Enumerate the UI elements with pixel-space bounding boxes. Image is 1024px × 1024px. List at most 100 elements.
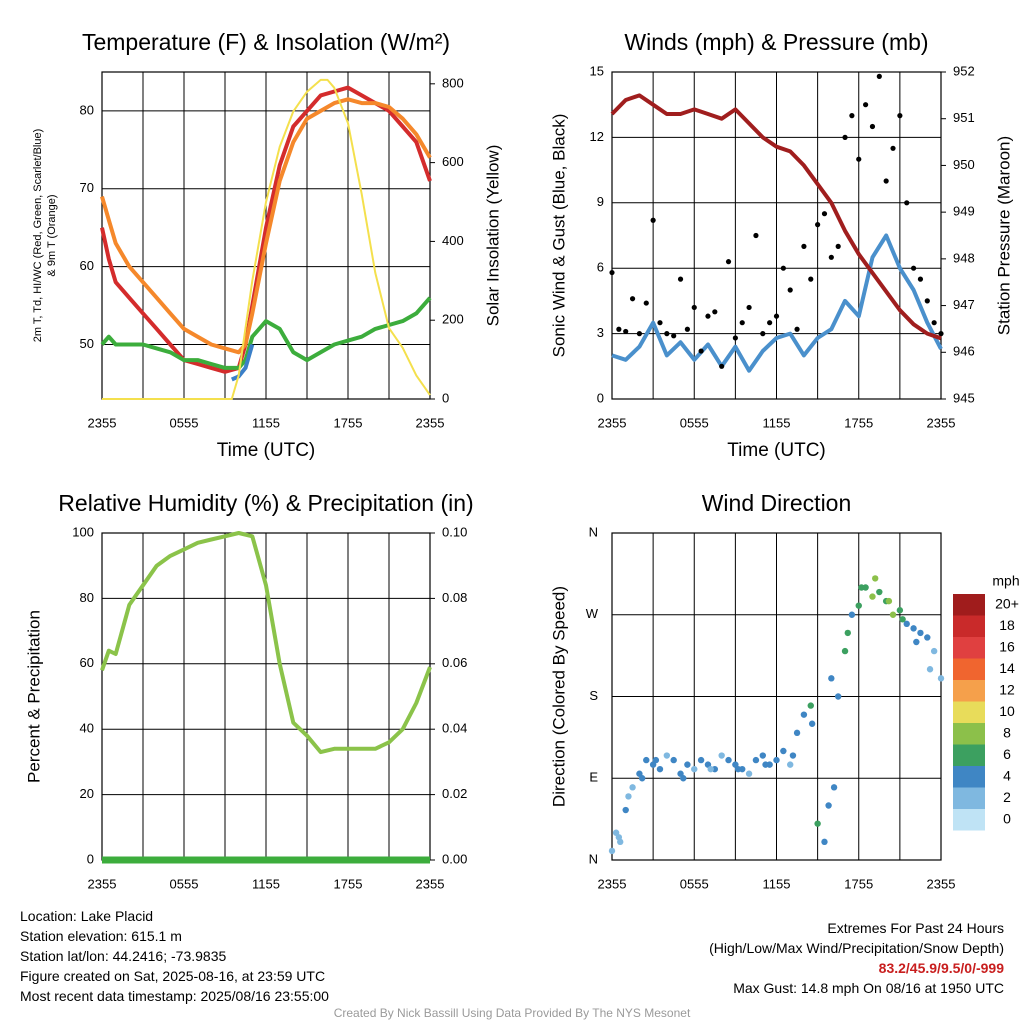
x-tick-label: 0555 — [680, 876, 709, 891]
y2-tick-label: 400 — [442, 233, 464, 248]
x-tick-label: 1755 — [844, 876, 873, 891]
x-tick-label: 1755 — [334, 415, 363, 430]
colorbar-label: 20+ — [995, 596, 1019, 612]
colorbar-label: 14 — [999, 660, 1015, 676]
y-tick-label: 9 — [597, 194, 604, 209]
y2-axis-label: Station Pressure (Maroon) — [994, 136, 1013, 335]
y-axis-label: Direction (Colored By Speed) — [549, 586, 568, 807]
x-tick-label: 2355 — [88, 415, 117, 430]
y-axis-label: 2m T, Td, HI/WC (Red, Green, Scarlet/Blu… — [32, 129, 44, 343]
x-tick-label: 0555 — [680, 415, 709, 430]
wind-direction-point — [622, 806, 629, 814]
data-point-gust — [767, 320, 773, 326]
y2-tick-label: 949 — [953, 204, 975, 219]
chart-title: Relative Humidity (%) & Precipitation (i… — [58, 490, 473, 516]
data-point-gust — [643, 300, 649, 306]
colorbar-swatch — [953, 723, 985, 745]
data-point-gust — [746, 304, 752, 311]
data-point-gust — [917, 276, 924, 282]
data-point-gust — [931, 320, 937, 326]
x-tick-label: 0555 — [170, 876, 199, 891]
colorbar-label: 18 — [999, 617, 1015, 633]
y2-tick-label: 200 — [442, 312, 464, 327]
y-axis-label: Sonic Wind & Gust (Blue, Black) — [549, 114, 568, 358]
wind-direction-point — [896, 607, 904, 614]
x-tick-label: 2355 — [88, 876, 117, 891]
wind-direction-point — [917, 629, 924, 637]
series-line-9m-t — [100, 97, 432, 355]
wind-direction-point — [789, 752, 797, 759]
wind-direction-point — [725, 756, 732, 764]
data-point-gust — [725, 259, 732, 265]
data-point-gust — [842, 134, 848, 140]
wind-direction-point — [745, 770, 753, 777]
data-point-gust — [815, 222, 821, 228]
colorbar-unit: mph — [992, 573, 1019, 589]
wind-direction-point — [638, 775, 646, 782]
data-point-gust — [890, 145, 896, 151]
wind-direction-point — [807, 702, 814, 709]
y-tick-label: 70 — [80, 180, 94, 195]
data-point-gust — [657, 320, 663, 326]
wind-direction-point — [759, 752, 766, 759]
wind-direction-point — [793, 729, 801, 737]
y2-tick-label: 0.10 — [442, 524, 467, 539]
data-point-gust — [691, 304, 697, 311]
x-tick-label: 2355 — [927, 876, 956, 891]
wind-direction-point — [800, 711, 808, 718]
colorbar-label: 6 — [1003, 746, 1011, 762]
series-line-sonic-wind — [611, 233, 943, 373]
x-tick-label: 1155 — [763, 876, 791, 891]
x-tick-label: 0555 — [170, 415, 199, 430]
colorbar-swatch — [953, 809, 985, 831]
wind-direction-point — [652, 756, 660, 764]
data-point-gust — [821, 211, 828, 217]
wind-direction-point — [858, 584, 865, 591]
wind-direction-point — [663, 752, 671, 759]
series-line-station-pressure — [610, 93, 942, 341]
y2-axis-label: Solar Insolation (Yellow) — [483, 145, 502, 327]
wind-direction-point — [924, 634, 931, 641]
chart-title: Winds (mph) & Pressure (mb) — [624, 29, 928, 55]
wind-direction-point — [848, 611, 856, 618]
data-point-gust — [910, 265, 917, 271]
data-point-gust — [609, 269, 615, 276]
wind-direction-point — [734, 765, 742, 773]
wind-direction-point — [830, 784, 838, 791]
y2-tick-label: 0.08 — [442, 590, 467, 605]
data-point-gust — [684, 326, 690, 332]
wind-direction-point — [615, 834, 623, 841]
y-tick-label: N — [589, 524, 598, 539]
y-tick-label: 20 — [80, 786, 94, 801]
colorbar-swatch — [953, 680, 985, 702]
wind-direction-point — [762, 761, 769, 768]
y-axis-label: & 9m T (Orange) — [46, 194, 58, 276]
y-tick-label: 0 — [597, 390, 604, 405]
wind-direction-point — [876, 588, 883, 596]
y2-tick-label: 950 — [953, 157, 975, 172]
y2-tick-label: 600 — [442, 154, 464, 169]
data-point-gust — [897, 113, 903, 119]
series-line-relative-humidity — [100, 531, 432, 755]
colorbar-label: 0 — [1003, 811, 1011, 827]
wind-direction-point — [697, 756, 705, 764]
y2-tick-label: 946 — [953, 344, 975, 359]
wind-direction-point — [910, 625, 917, 632]
data-point-gust — [650, 217, 656, 223]
extremes-values: 83.2/45.9/9.5/0/-999 — [878, 960, 1004, 976]
colorbar-swatch — [953, 637, 985, 659]
x-tick-label: 1155 — [252, 415, 280, 430]
data-point-gust — [780, 265, 786, 271]
data-point-gust — [904, 200, 910, 206]
wind-direction-point — [821, 838, 828, 846]
colorbar-label: 16 — [999, 639, 1015, 655]
y-tick-label: 80 — [80, 102, 94, 117]
wind-direction-point — [872, 575, 879, 582]
wind-direction-point — [926, 666, 934, 673]
data-point-gust — [753, 232, 759, 239]
wind-direction-point — [608, 847, 616, 855]
wind-direction-point — [656, 765, 664, 773]
data-point-gust — [863, 102, 869, 108]
wind-direction-point — [841, 647, 849, 655]
y2-tick-label: 0 — [442, 390, 449, 405]
